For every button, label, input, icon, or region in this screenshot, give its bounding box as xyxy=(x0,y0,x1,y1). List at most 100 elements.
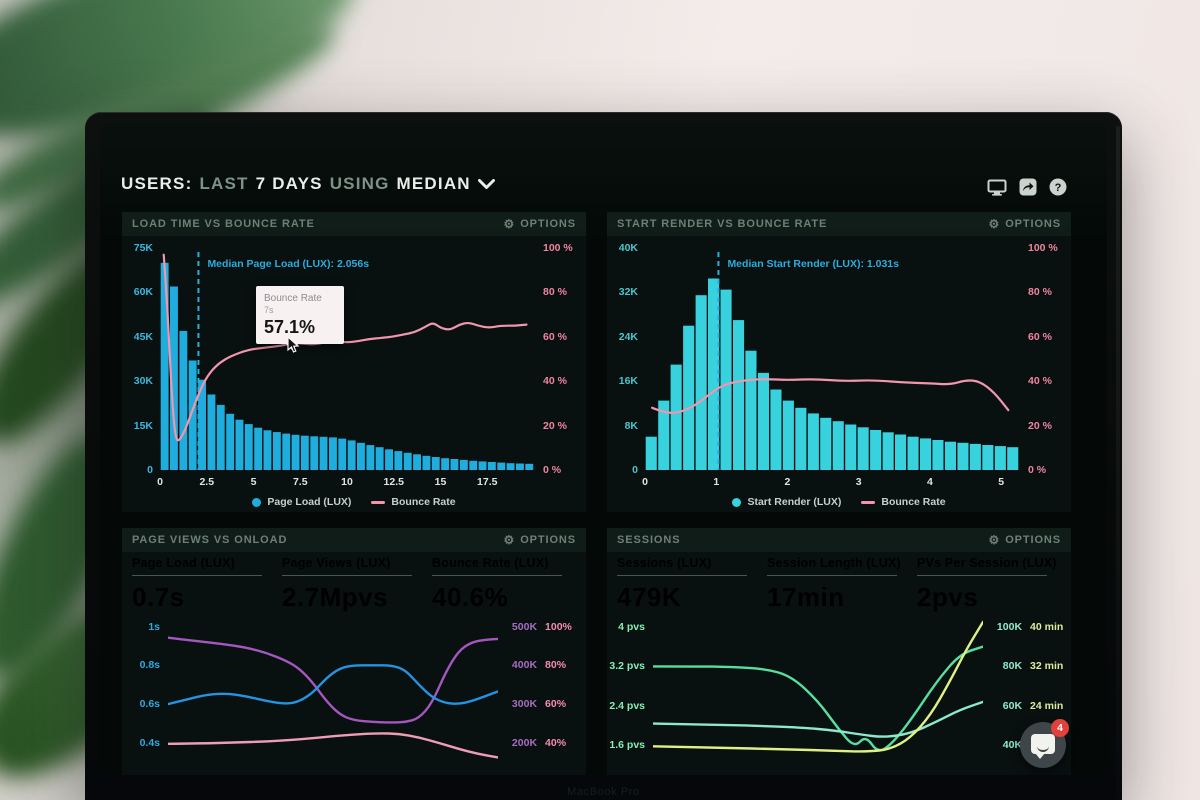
share-arrow-icon[interactable] xyxy=(1019,178,1037,196)
y-axis-right: 500K 100% 400K 80% 300K 60% 200K 40% xyxy=(500,620,584,770)
stat-label: Sessions (LUX) xyxy=(617,556,712,570)
axis-tick-pair: 80K 32 min xyxy=(1002,660,1064,673)
axis-tick-pair: 200K 40% xyxy=(511,736,567,749)
title-days: 7 DAYS xyxy=(255,174,323,193)
stats-row: Page Load (LUX) 0.7s Page Views (LUX) 2.… xyxy=(132,556,582,614)
y-axis-right: 100 % 80 % 60 % 40 % 20 % 0 % xyxy=(1023,242,1071,476)
axis-tick: 100 % xyxy=(543,242,573,254)
axis-tick: 20 % xyxy=(543,419,567,432)
mouse-cursor-icon xyxy=(287,336,300,353)
options-button[interactable]: ⚙ OPTIONS xyxy=(989,218,1061,230)
help-icon[interactable]: ? xyxy=(1049,178,1067,196)
bounce-rate-line xyxy=(651,378,1010,414)
options-button[interactable]: ⚙ OPTIONS xyxy=(504,218,576,230)
axis-tick: 60 % xyxy=(1028,330,1052,343)
legend-swatch xyxy=(252,497,262,507)
axis-tick-pair: 40K xyxy=(1002,739,1023,752)
histogram-bars xyxy=(160,262,534,470)
axis-tick: 0 xyxy=(157,476,163,488)
chat-button[interactable]: 4 xyxy=(1020,719,1069,768)
options-button[interactable]: ⚙ OPTIONS xyxy=(989,534,1061,546)
legend-item[interactable]: Start Render (LUX) xyxy=(732,496,841,508)
stat-underline xyxy=(617,575,747,576)
median-annotation: Median Page Load (LUX): 2.056s xyxy=(207,258,370,270)
load-time-chart[interactable] xyxy=(160,248,534,470)
axis-tick-pair: 300K 60% xyxy=(511,698,567,711)
panel-page-views-vs-onload: PAGE VIEWS VS ONLOAD ⚙ OPTIONS Page Load… xyxy=(122,528,586,775)
axis-tick: 3 xyxy=(855,476,862,488)
axis-tick: 24K xyxy=(618,330,638,343)
stat-underline xyxy=(767,575,897,576)
y-axis-left: 75K 60K 45K 30K 15K 0 xyxy=(122,242,158,476)
axis-tick: 0.8s xyxy=(139,659,160,672)
axis-tick: 2.4 pvs xyxy=(609,699,645,712)
axis-tick: 8K xyxy=(624,419,638,432)
legend-item[interactable]: Page Load (LUX) xyxy=(252,496,351,508)
start-render-chart[interactable] xyxy=(645,248,1019,470)
title-using: USING xyxy=(329,174,390,193)
gear-icon: ⚙ xyxy=(503,217,516,231)
stat-value: 40.6% xyxy=(432,582,509,612)
axis-tick: 12.5 xyxy=(383,476,404,488)
axis-tick: 4 pvs xyxy=(618,620,645,633)
stat-label: Bounce Rate (LUX) xyxy=(432,556,549,570)
axis-tick: 0.4s xyxy=(139,736,160,749)
axis-tick: 0 xyxy=(632,464,638,476)
panel-header: SESSIONS ⚙ OPTIONS xyxy=(607,528,1071,552)
stat-underline xyxy=(432,575,562,576)
axis-tick: 30K xyxy=(133,375,153,388)
legend-label: Start Render (LUX) xyxy=(747,496,842,508)
axis-tick: 40 % xyxy=(543,375,567,388)
chevron-down-icon xyxy=(477,178,495,189)
panel-title: START RENDER VS BOUNCE RATE xyxy=(617,218,828,230)
stats-row: Sessions (LUX) 479K Session Length (LUX)… xyxy=(617,556,1067,614)
axis-tick: 17.5 xyxy=(477,476,498,488)
legend-swatch xyxy=(861,500,876,504)
axis-tick: 32K xyxy=(618,286,638,299)
sessions-chart[interactable] xyxy=(653,620,983,770)
stat-underline xyxy=(917,575,1047,576)
page-load-line xyxy=(168,664,498,706)
svg-text:?: ? xyxy=(1055,182,1062,194)
options-label: OPTIONS xyxy=(520,534,576,546)
bounce-rate-line xyxy=(168,732,498,759)
legend-item[interactable]: Bounce Rate xyxy=(371,496,456,508)
chat-bubble-icon xyxy=(1031,734,1055,759)
page-views-line xyxy=(168,636,498,724)
title-median: MEDIAN xyxy=(396,174,471,193)
dashboard-title-dropdown[interactable]: USERS: LAST 7 DAYS USING MEDIAN xyxy=(121,174,495,194)
panel-header: START RENDER VS BOUNCE RATE ⚙ OPTIONS xyxy=(607,212,1071,236)
stat-value: 2pvs xyxy=(917,582,979,612)
gear-icon: ⚙ xyxy=(503,533,516,547)
axis-tick: 4 xyxy=(927,476,933,488)
legend-item[interactable]: Bounce Rate xyxy=(861,496,946,508)
page-views-chart[interactable] xyxy=(168,620,498,770)
axis-tick-pair: 400K 80% xyxy=(511,659,567,672)
axis-tick: 7.5 xyxy=(292,476,308,488)
stat-label: Page Views (LUX) xyxy=(282,556,391,570)
panel-header: PAGE VIEWS VS ONLOAD ⚙ OPTIONS xyxy=(122,528,586,552)
stat-underline xyxy=(282,575,412,576)
display-icon[interactable] xyxy=(987,179,1007,196)
axis-tick: 2.5 xyxy=(199,476,215,488)
legend-swatch xyxy=(732,497,742,507)
axis-tick: 15K xyxy=(133,419,153,432)
stat-page-views: Page Views (LUX) 2.7Mpvs xyxy=(282,556,432,614)
pvs-per-session-line xyxy=(653,645,983,752)
options-button[interactable]: ⚙ OPTIONS xyxy=(504,534,576,546)
stat-session-length: Session Length (LUX) 17min xyxy=(767,556,917,614)
tooltip-sub: 7s xyxy=(264,305,274,315)
panel-title: PAGE VIEWS VS ONLOAD xyxy=(132,534,288,546)
median-annotation: Median Start Render (LUX): 1.031s xyxy=(727,258,899,270)
stat-label: PVs Per Session (LUX) xyxy=(917,556,1057,570)
bounce-rate-line xyxy=(162,253,528,442)
macbook-label: MacBook Pro xyxy=(567,786,640,798)
axis-tick: 0 % xyxy=(543,464,562,476)
options-label: OPTIONS xyxy=(520,218,576,230)
y-axis-left: 40K 32K 24K 16K 8K 0 xyxy=(607,242,643,476)
axis-tick: 80 % xyxy=(543,286,567,299)
axis-tick: 1s xyxy=(148,620,160,633)
legend: Start Render (LUX) Bounce Rate xyxy=(607,496,1071,508)
x-axis: 0 2.5 5 7.5 10 12.5 15 17.5 xyxy=(157,476,534,489)
